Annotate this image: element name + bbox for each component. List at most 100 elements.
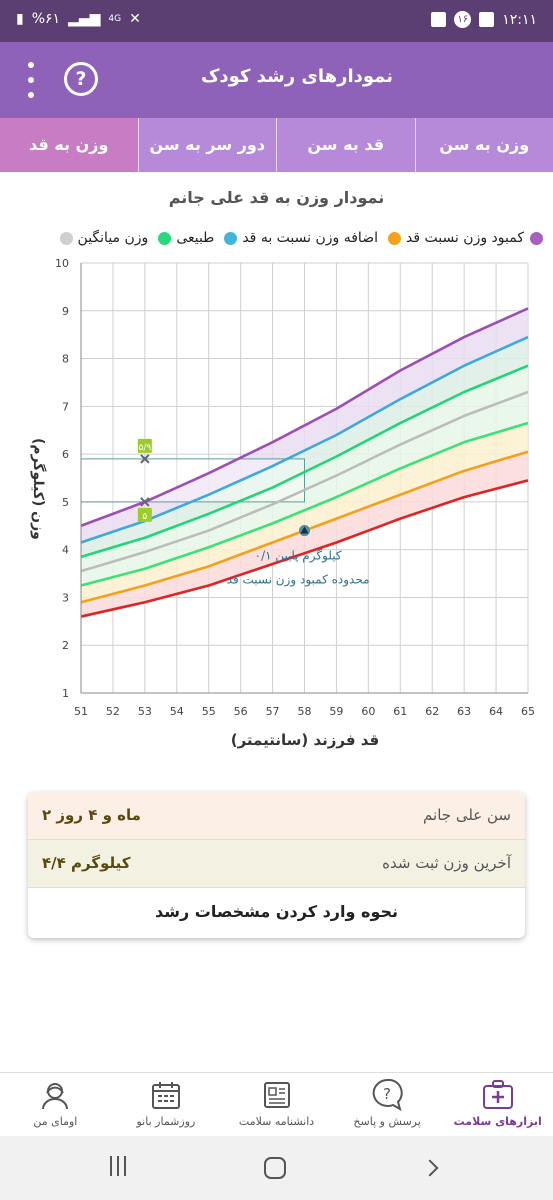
series-line bbox=[80, 307, 529, 527]
x-tick-label: 57 bbox=[266, 705, 280, 718]
series-line bbox=[80, 335, 529, 544]
nav-profile[interactable]: اومای من bbox=[0, 1073, 111, 1136]
x-tick-label: 56 bbox=[234, 705, 248, 718]
nav-qa[interactable]: ? پرسش و پاسخ bbox=[332, 1073, 443, 1136]
series-line bbox=[80, 479, 529, 618]
y-tick-label: 6 bbox=[62, 448, 69, 461]
x-tick-label: 60 bbox=[361, 705, 375, 718]
annotation-line-2: محدوده کمبود وزن نسبت قد bbox=[227, 572, 370, 587]
tab-height-for-age[interactable]: قد به سن bbox=[276, 118, 415, 172]
data-point-label: ۵/۹ bbox=[139, 443, 152, 453]
back-icon[interactable] bbox=[421, 1159, 439, 1177]
checkbox-notification-icon bbox=[431, 12, 447, 27]
clock: ۱۲:۱۱ bbox=[502, 11, 537, 28]
legend-item-extra bbox=[530, 230, 543, 246]
x-tick-label: 59 bbox=[329, 705, 343, 718]
info-row-value: ۴/۴ کیلوگرم bbox=[42, 854, 131, 872]
series-line bbox=[80, 390, 529, 573]
legend-item-normal: طبیعی bbox=[158, 230, 214, 246]
status-left: ▮ %۶۱ ▂▄▆ 4G ✕ bbox=[16, 11, 141, 27]
y-tick-label: 2 bbox=[62, 639, 69, 652]
legend-dot bbox=[387, 231, 401, 245]
battery-level: %۶۱ bbox=[31, 11, 61, 27]
data-point-badge bbox=[137, 438, 152, 453]
network-type: 4G bbox=[108, 14, 122, 24]
mute-icon: ✕ bbox=[129, 11, 141, 27]
question-bubble-icon: ? bbox=[372, 1078, 403, 1112]
nav-label: اومای من bbox=[33, 1115, 78, 1128]
nav-label: دانشنامه سلامت bbox=[238, 1115, 315, 1128]
svg-text:?: ? bbox=[383, 1085, 391, 1103]
nav-label: پرسش و پاسخ bbox=[353, 1115, 421, 1128]
x-tick-label: 52 bbox=[106, 705, 120, 718]
x-tick-label: 65 bbox=[521, 705, 535, 718]
legend-item-overweight: اضافه وزن نسبت به قد bbox=[224, 230, 378, 246]
nav-calendar[interactable]: روزشمار بانو bbox=[111, 1073, 222, 1136]
legend-item-average: وزن میانگین bbox=[59, 230, 149, 246]
tab-weight-for-age[interactable]: وزن به سن bbox=[414, 118, 553, 172]
nav-label: روزشمار بانو bbox=[136, 1115, 196, 1128]
info-row-label: آخرین وزن ثبت شده bbox=[382, 854, 511, 872]
x-tick-label: 53 bbox=[138, 705, 152, 718]
chart-band bbox=[81, 308, 528, 543]
profile-icon bbox=[42, 1083, 69, 1110]
series-line bbox=[80, 421, 529, 587]
growth-info-card: سن علی جانم ۲ ماه و ۴ روز آخرین وزن ثبت … bbox=[28, 792, 525, 938]
x-tick-label: 55 bbox=[202, 705, 216, 718]
home-icon[interactable] bbox=[264, 1157, 286, 1179]
y-tick-label: 5 bbox=[62, 496, 69, 509]
image-notification-icon bbox=[479, 12, 495, 27]
tab-head-for-age[interactable]: دور سر به سن bbox=[137, 118, 277, 172]
calendar-icon bbox=[151, 1082, 180, 1109]
chart-legend: کمبود وزن نسبت قد اضافه وزن نسبت به قد ط… bbox=[59, 230, 543, 246]
system-navigation-bar bbox=[0, 1136, 553, 1200]
x-tick-label: 62 bbox=[425, 705, 439, 718]
info-row-last-weight: آخرین وزن ثبت شده ۴/۴ کیلوگرم bbox=[28, 840, 525, 888]
x-tick-label: 63 bbox=[457, 705, 471, 718]
series-line bbox=[80, 364, 529, 559]
annotation-line-1: ۰/۱ کیلوگرم پایین bbox=[255, 548, 342, 563]
bottom-navigation: ابزارهای سلامت ? پرسش و پاسخ دانشنامه سل… bbox=[0, 1072, 553, 1136]
latest-point-triangle bbox=[300, 526, 309, 534]
signal-icon: ▂▄▆ bbox=[68, 11, 101, 27]
app-bar: ? نمودارهای رشد کودک bbox=[0, 42, 553, 118]
tab-bar: وزن به سن قد به سن دور سر به سن وزن به ق… bbox=[0, 118, 553, 172]
more-menu-icon[interactable] bbox=[24, 62, 38, 98]
medical-kit-icon bbox=[482, 1080, 513, 1109]
growth-guide-link[interactable]: نحوه وارد کردن مشخصات رشد bbox=[154, 902, 399, 921]
tab-weight-for-height[interactable]: وزن به قد bbox=[0, 118, 138, 172]
legend-dot-extra bbox=[530, 231, 543, 245]
info-row-label: سن علی جانم bbox=[423, 806, 511, 824]
legend-dot bbox=[59, 231, 73, 245]
status-bar: ۱۶ ۱۲:۱۱ ▮ %۶۱ ▂▄▆ 4G ✕ bbox=[0, 0, 553, 42]
y-tick-label: 1 bbox=[62, 687, 69, 700]
x-tick-label: 54 bbox=[170, 705, 184, 718]
nav-health-tools[interactable]: ابزارهای سلامت bbox=[442, 1073, 553, 1136]
battery-icon: ▮ bbox=[16, 11, 24, 27]
legend-label: وزن میانگین bbox=[77, 230, 149, 246]
recent-apps-icon[interactable] bbox=[110, 1156, 132, 1180]
legend-label: طبیعی bbox=[176, 230, 215, 246]
y-tick-label: 3 bbox=[62, 591, 69, 604]
data-point-marker bbox=[140, 497, 150, 507]
y-tick-label: 4 bbox=[62, 544, 69, 557]
legend-item-underweight: کمبود وزن نسبت قد bbox=[387, 230, 524, 246]
status-right: ۱۶ ۱۲:۱۱ bbox=[431, 11, 537, 28]
data-point-label: ۵ bbox=[142, 512, 147, 522]
y-tick-label: 7 bbox=[62, 400, 69, 413]
x-tick-label: 58 bbox=[298, 705, 312, 718]
chart-band bbox=[81, 423, 528, 603]
help-button[interactable]: ? bbox=[64, 62, 98, 96]
legend-dot bbox=[224, 231, 238, 245]
page-title: نمودارهای رشد کودک bbox=[200, 66, 393, 87]
growth-chart: 51 52 53 54 55 56 57 58 59 60 61 62 63 64 651234567891… bbox=[55, 257, 535, 718]
x-tick-label: 61 bbox=[393, 705, 407, 718]
info-row-age: سن علی جانم ۲ ماه و ۴ روز bbox=[28, 792, 525, 840]
info-row-value: ۲ ماه و ۴ روز bbox=[42, 806, 141, 824]
y-tick-label: 9 bbox=[62, 305, 69, 318]
nav-encyclopedia[interactable]: دانشنامه سلامت bbox=[221, 1073, 332, 1136]
legend-label: اضافه وزن نسبت به قد bbox=[242, 230, 378, 246]
legend-dot bbox=[158, 231, 172, 245]
notification-count: ۱۶ bbox=[454, 11, 472, 28]
